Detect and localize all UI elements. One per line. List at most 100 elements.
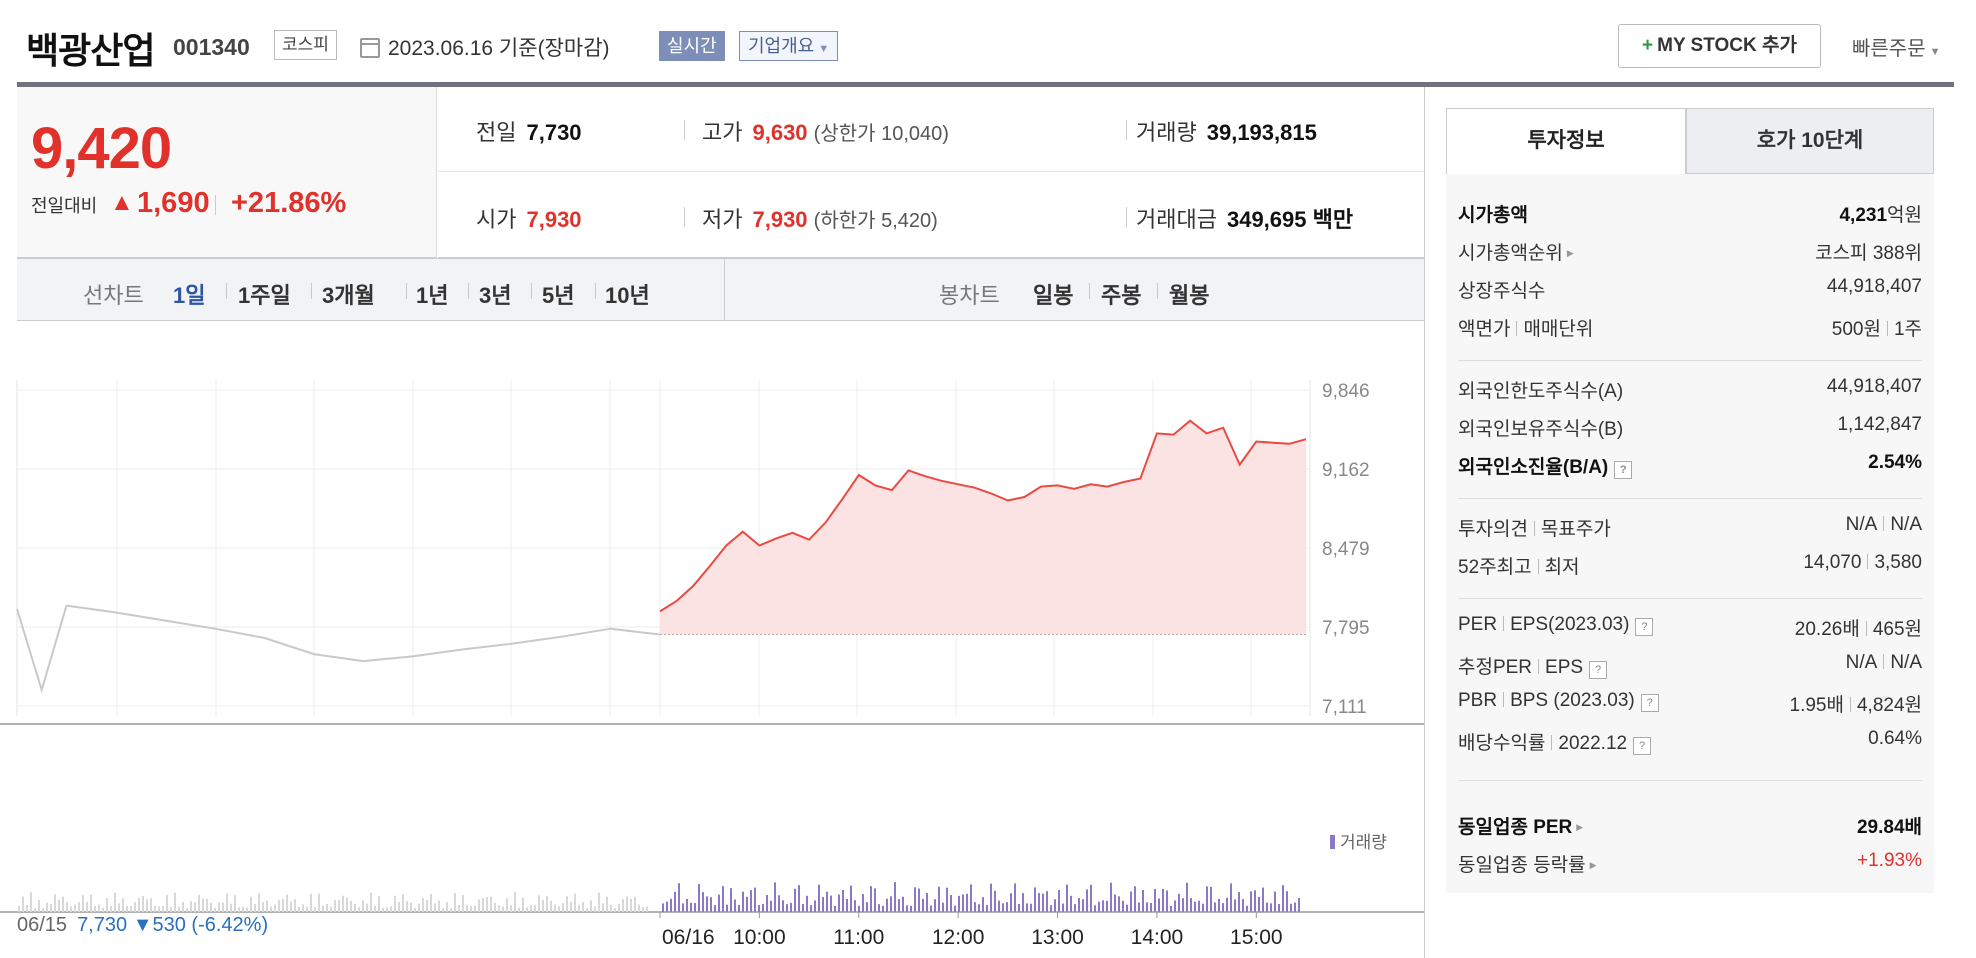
volume-bar-prev-day [522, 897, 524, 912]
volume-bar-today [786, 904, 788, 912]
volume-bar-today [1098, 901, 1100, 912]
tab-3m[interactable]: 3개월 [322, 283, 375, 308]
tab-1y[interactable]: 1년 [416, 283, 449, 308]
tab-investment-info[interactable]: 투자정보 [1446, 108, 1686, 174]
volume-bar-prev-day [378, 896, 380, 912]
volume-bar-prev-day [498, 905, 500, 912]
y-tick-label: 9,162 [1322, 460, 1370, 481]
volume-bar-prev-day [562, 903, 564, 912]
help-icon[interactable]: ? [1640, 694, 1659, 712]
volume-bar-today [934, 899, 936, 912]
foreign-ratio-row: 외국인소진율(B/A)? 2.54% [1458, 452, 1922, 490]
volume-bar-today [790, 902, 792, 912]
tab-3y[interactable]: 3년 [479, 283, 512, 308]
volume-bar-prev-day [514, 892, 516, 912]
volume-bar-prev-day [66, 902, 68, 912]
div-label: 배당수익률 [1458, 733, 1546, 754]
help-icon[interactable]: ? [1633, 737, 1652, 755]
volume-bar-today [1146, 902, 1148, 912]
realtime-button[interactable]: 실시간 [659, 31, 725, 61]
volume-bar-today [1294, 902, 1296, 912]
tab-daily-candle[interactable]: 일봉 [1033, 283, 1074, 308]
caret-down-icon: ▼ [1929, 46, 1941, 58]
volume-legend: 거래량 [1330, 828, 1387, 853]
separator [531, 283, 532, 299]
volume-bar-prev-day [462, 894, 464, 912]
volume-bar-prev-day [646, 906, 648, 912]
sector-per-value: 29.84배 [1856, 817, 1922, 838]
volume-bar-prev-day [478, 899, 480, 912]
foreign-hold-value: 1,142,847 [1837, 414, 1922, 435]
shares-value: 44,918,407 [1826, 276, 1922, 297]
current-price: 9,420 [31, 116, 172, 181]
volume-bar-today [1110, 882, 1112, 912]
volume-bar-today [1014, 883, 1016, 912]
quick-order-button[interactable]: 빠른주문 ▼ [1852, 32, 1941, 61]
volume-bar-prev-day [630, 898, 632, 912]
market-cap-row: 시가총액 4,231억원 [1458, 200, 1922, 238]
volume-bar-today [1210, 886, 1212, 912]
add-my-stock-button[interactable]: + MY STOCK 추가 [1618, 24, 1821, 68]
volume-bar-prev-day [286, 894, 288, 912]
tab-weekly-candle[interactable]: 주봉 [1101, 283, 1142, 308]
volume-bar-prev-day [98, 904, 100, 912]
volume-bar-prev-day [550, 900, 552, 912]
volume-bar-today [894, 882, 896, 912]
tab-1d[interactable]: 1일 [173, 283, 206, 308]
tab-10y[interactable]: 10년 [605, 283, 650, 308]
high-price: 고가 9,630 (상한가 10,040) [702, 115, 949, 147]
market-cap-rank-row[interactable]: 시가총액순위 ▶ 코스피 388위 [1458, 238, 1922, 276]
sector-change-row[interactable]: 동일업종 등락률 ▶ +1.93% [1458, 850, 1922, 888]
volume-bar-today [766, 894, 768, 912]
help-icon[interactable]: ? [1589, 661, 1608, 679]
volume-bar-today [802, 903, 804, 912]
volume-bar-today [1074, 904, 1076, 912]
tab-1w[interactable]: 1주일 [238, 283, 291, 308]
volume-bar-prev-day [390, 906, 392, 912]
per-label: PER [1458, 614, 1498, 635]
volume-bar-today [1214, 902, 1216, 912]
tab-monthly-candle[interactable]: 월봉 [1169, 283, 1210, 308]
volume-bar-prev-day [358, 907, 360, 912]
volume-bar-today [1194, 901, 1196, 912]
volume-bar-prev-day [222, 902, 224, 912]
help-icon[interactable]: ? [1614, 461, 1633, 479]
volume-bar-today [1062, 903, 1064, 912]
volume-bar-today [818, 884, 820, 912]
volume-bar-today [874, 888, 876, 912]
volume-bar-prev-day [482, 898, 484, 912]
volume-bar-today [1034, 887, 1036, 912]
sector-per-row[interactable]: 동일업종 PER ▶ 29.84배 [1458, 812, 1922, 850]
volume-bar-prev-day [346, 897, 348, 912]
help-icon[interactable]: ? [1635, 618, 1654, 636]
volume-bar-today [1018, 904, 1020, 912]
volume-bar-prev-day [230, 903, 232, 912]
volume-bar-prev-day [574, 893, 576, 912]
tab-5y[interactable]: 5년 [542, 283, 575, 308]
volume-bar-today [706, 896, 708, 912]
tab-orderbook-10[interactable]: 호가 10단계 [1686, 108, 1934, 174]
volume-bar-today [1174, 900, 1176, 912]
volume-bar-prev-day [374, 905, 376, 912]
volume-bar-today [758, 905, 760, 912]
volume-bar-today [1250, 891, 1252, 912]
separator [1883, 654, 1885, 669]
volume-value: 39,193,815 [1206, 120, 1317, 145]
base-date: 2023.06.16 기준(장마감) [388, 37, 610, 60]
volume-bar-today [1054, 899, 1056, 912]
triangle-right-icon: ▶ [1566, 248, 1574, 258]
y-tick-label: 8,479 [1322, 539, 1370, 560]
volume-bar-today [1130, 891, 1132, 912]
volume-bar-today [1202, 903, 1204, 912]
volume-bar-today [694, 903, 696, 912]
volume-bar-today [898, 899, 900, 912]
volume-bar-today [962, 894, 964, 912]
volume-bar-today [1002, 903, 1004, 912]
company-overview-button[interactable]: 기업개요 ▼ [739, 31, 839, 61]
up-triangle-icon: ▲ [110, 189, 134, 216]
volume-bar-today [830, 895, 832, 912]
volume-bar-prev-day [382, 907, 384, 912]
foreign-limit-row: 외국인한도주식수(A) 44,918,407 [1458, 376, 1922, 414]
volume-bar-prev-day [262, 902, 264, 912]
tabs-divider [724, 259, 725, 321]
